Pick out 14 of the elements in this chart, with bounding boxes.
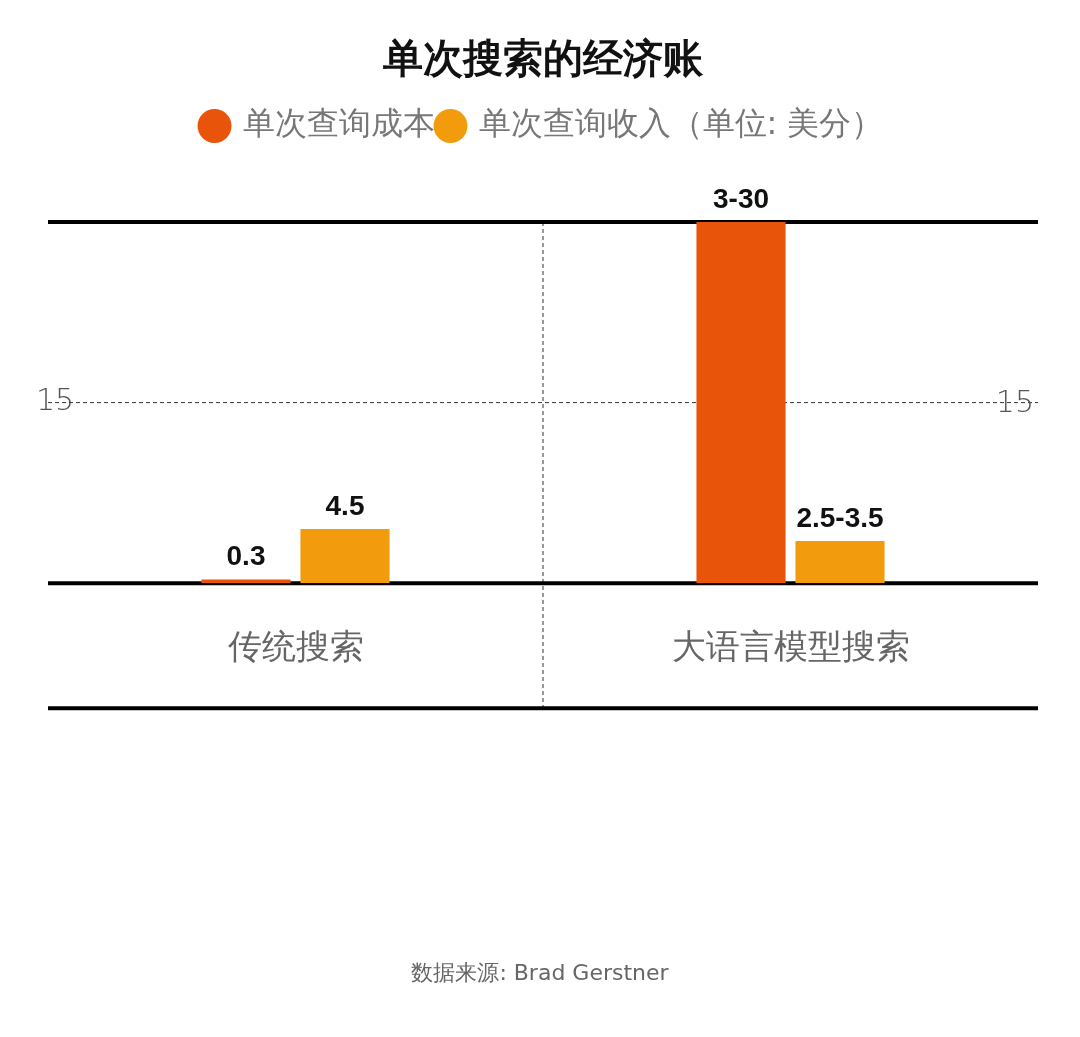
source-note: 数据来源: Brad Gerstner <box>410 959 670 987</box>
data-label: 2.5-3.5 <box>796 501 884 533</box>
data-label: 3-30 <box>712 182 770 214</box>
legend-label: 单次查询成本 <box>242 104 435 143</box>
x-tick-label: 大语言模型搜索 <box>671 626 910 667</box>
bar <box>300 529 390 584</box>
data-label: 4.5 <box>325 489 365 521</box>
annotation: 15 <box>995 384 1034 420</box>
chart-title: 单次搜索的经济账 <box>382 35 704 82</box>
bar <box>795 541 885 584</box>
bar <box>696 222 786 584</box>
data-label: 0.3 <box>226 540 266 572</box>
x-tick-label: 传统搜索 <box>227 626 364 667</box>
legend-label: 单次查询收入（单位: 美分） <box>478 104 884 143</box>
